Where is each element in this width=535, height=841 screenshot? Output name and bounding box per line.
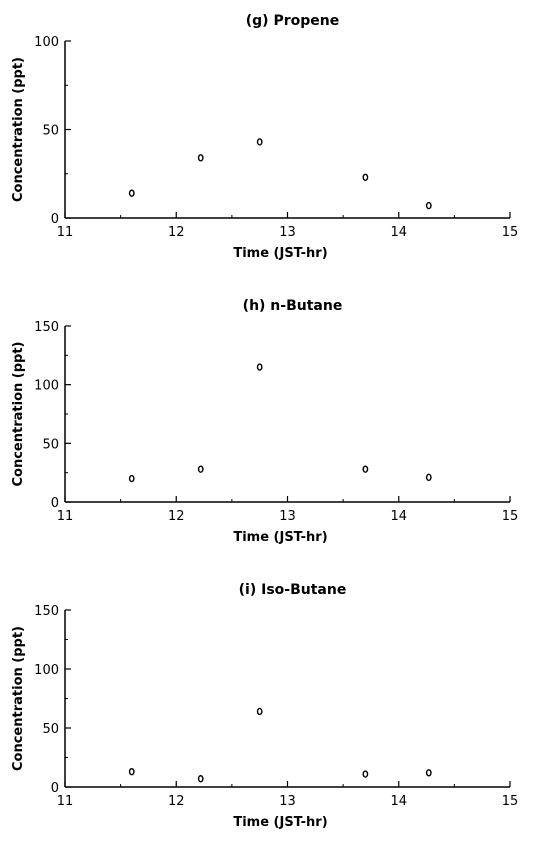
x-tick-label: 11 (57, 794, 74, 809)
y-tick-label: 100 (34, 35, 59, 50)
chart-panel-0: (g) Propene 11 12 13 14 15 0 50 100 Time (JST-hr)… (11, 13, 518, 261)
data-point (256, 363, 263, 371)
y-tick-label: 50 (42, 722, 59, 737)
y-tick-label: 50 (42, 437, 59, 452)
data-point (256, 138, 263, 146)
x-tick-label: 15 (502, 225, 519, 240)
x-tick-label: 12 (168, 509, 185, 524)
x-tick-label: 14 (390, 794, 407, 809)
x-tick-label: 15 (502, 509, 519, 524)
data-point (197, 465, 204, 473)
x-tick-label: 13 (279, 225, 296, 240)
chart-title: (h) n-Butane (243, 298, 343, 314)
y-tick-label: 150 (34, 604, 59, 619)
x-tick-label: 12 (168, 225, 185, 240)
data-point (362, 173, 369, 181)
x-tick-label: 11 (57, 225, 74, 240)
data-point (128, 189, 135, 197)
data-point (362, 465, 369, 473)
data-point (256, 707, 263, 716)
y-tick-label: 50 (42, 124, 59, 139)
chart-title: (g) Propene (246, 13, 339, 29)
y-tick-label: 150 (34, 320, 59, 335)
x-tick-label: 14 (390, 509, 407, 524)
y-axis-label: Concentration (ppt) (11, 57, 26, 202)
chart-title: (i) Iso-Butane (239, 582, 347, 598)
data-point (128, 474, 135, 483)
x-axis-label: Time (JST-hr) (233, 815, 327, 830)
x-tick-label: 11 (57, 509, 74, 524)
data-point (425, 769, 432, 777)
x-tick-label: 12 (168, 794, 185, 809)
data-point (425, 473, 432, 482)
y-tick-label: 0 (51, 212, 59, 227)
x-axis-label: Time (JST-hr) (233, 246, 327, 261)
data-point (362, 770, 369, 778)
x-axis-label: Time (JST-hr) (233, 530, 327, 545)
data-point (425, 201, 432, 210)
data-point (197, 154, 204, 162)
y-tick-label: 0 (51, 781, 59, 796)
x-tick-label: 13 (279, 794, 296, 809)
x-tick-label: 15 (502, 794, 519, 809)
data-point (197, 775, 204, 783)
y-tick-label: 0 (51, 496, 59, 511)
y-axis-label: Concentration (ppt) (11, 342, 26, 487)
data-point (128, 767, 135, 776)
x-tick-label: 13 (279, 509, 296, 524)
x-tick-label: 14 (390, 225, 407, 240)
y-tick-label: 100 (34, 663, 59, 678)
y-tick-label: 100 (34, 379, 59, 394)
y-axis-label: Concentration (ppt) (11, 626, 26, 771)
